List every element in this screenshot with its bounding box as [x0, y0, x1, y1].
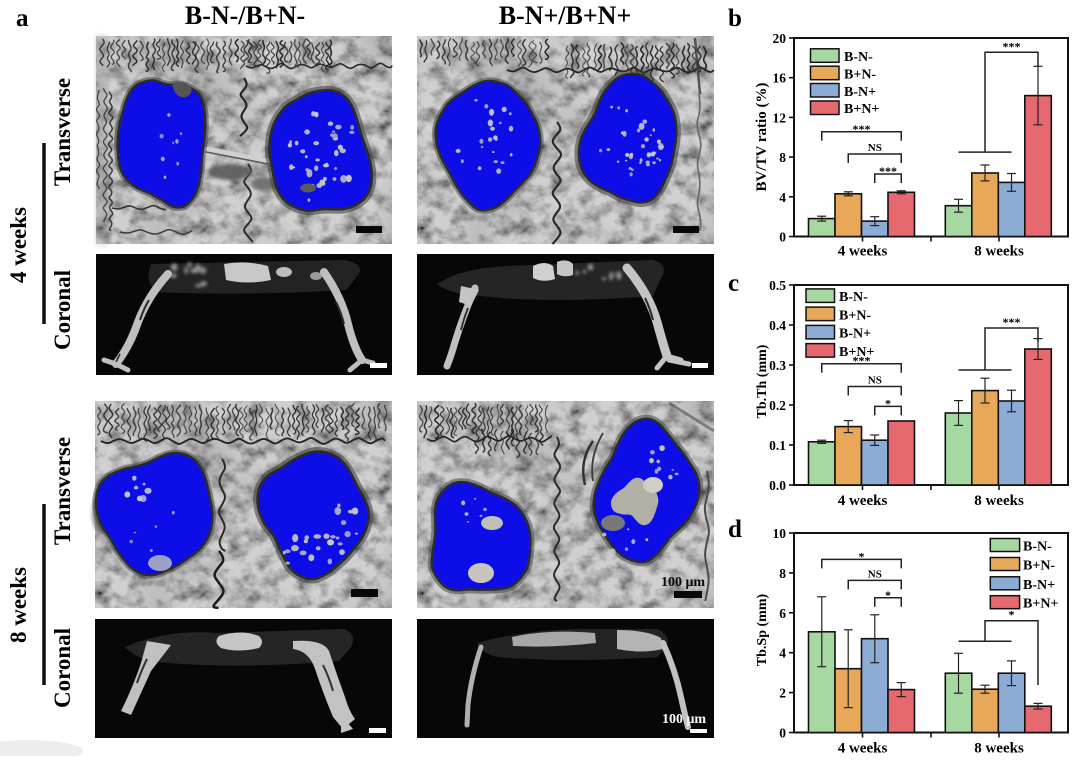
svg-text:0: 0: [779, 726, 786, 741]
svg-text:4 weeks: 4 weeks: [6, 207, 31, 283]
svg-text:4: 4: [779, 190, 786, 205]
svg-text:8 weeks: 8 weeks: [6, 567, 31, 643]
svg-text:2: 2: [779, 686, 786, 701]
svg-text:10: 10: [773, 526, 787, 541]
svg-text:Coronal: Coronal: [50, 270, 75, 350]
svg-text:B-N-: B-N-: [1023, 540, 1052, 555]
svg-text:4 weeks: 4 weeks: [838, 244, 888, 260]
svg-text:NS: NS: [868, 142, 882, 154]
svg-text:NS: NS: [868, 568, 882, 580]
svg-text:0.3: 0.3: [769, 358, 786, 373]
svg-text:8 weeks: 8 weeks: [974, 493, 1024, 509]
svg-text:d: d: [728, 516, 742, 543]
svg-text:B+N-: B+N-: [844, 67, 876, 82]
svg-text:*: *: [885, 588, 891, 602]
svg-text:*: *: [885, 396, 891, 410]
svg-text:4 weeks: 4 weeks: [838, 741, 888, 757]
svg-text:8: 8: [779, 150, 786, 165]
svg-text:***: ***: [853, 354, 871, 368]
svg-text:4 weeks: 4 weeks: [838, 493, 888, 509]
svg-text:100 μm: 100 μm: [662, 712, 706, 727]
svg-text:0: 0: [779, 230, 786, 245]
svg-text:B-N+: B-N+: [1023, 578, 1055, 593]
svg-text:0.1: 0.1: [769, 438, 786, 453]
svg-text:Tb.Sp (mm): Tb.Sp (mm): [755, 593, 770, 666]
svg-text:B+N-: B+N-: [1023, 559, 1055, 574]
svg-text:0.0: 0.0: [769, 478, 786, 493]
svg-text:4: 4: [779, 646, 786, 661]
svg-text:a: a: [16, 5, 29, 32]
svg-text:8 weeks: 8 weeks: [974, 741, 1024, 757]
svg-text:B+N-: B+N-: [839, 308, 871, 323]
svg-text:b: b: [728, 5, 742, 32]
svg-text:*: *: [1009, 608, 1015, 622]
svg-text:B+N+: B+N+: [844, 102, 879, 117]
svg-text:Transverse: Transverse: [50, 437, 75, 545]
svg-text:Coronal: Coronal: [50, 628, 75, 708]
svg-text:***: ***: [853, 122, 871, 136]
svg-text:B-N+/B+N+: B-N+/B+N+: [499, 1, 632, 30]
svg-text:***: ***: [1003, 39, 1021, 53]
svg-text:B-N+: B-N+: [839, 327, 871, 342]
svg-text:8: 8: [779, 566, 786, 581]
svg-text:12: 12: [773, 110, 787, 125]
svg-text:B+N+: B+N+: [1023, 597, 1058, 612]
svg-text:6: 6: [779, 606, 786, 621]
svg-text:0.5: 0.5: [769, 278, 786, 293]
svg-text:20: 20: [773, 31, 787, 46]
svg-text:B-N-: B-N-: [839, 290, 868, 305]
svg-text:0.2: 0.2: [769, 398, 786, 413]
svg-text:Transverse: Transverse: [50, 78, 75, 186]
svg-text:B-N-/B+N-: B-N-/B+N-: [185, 1, 305, 30]
svg-text:NS: NS: [868, 375, 882, 387]
svg-text:16: 16: [773, 71, 787, 86]
svg-text:B+N+: B+N+: [839, 345, 874, 360]
svg-text:100 μm: 100 μm: [661, 575, 705, 590]
svg-text:***: ***: [879, 164, 897, 178]
svg-text:Tb.Th (mm): Tb.Th (mm): [755, 344, 770, 418]
svg-text:0.4: 0.4: [769, 318, 786, 333]
svg-text:*: *: [859, 549, 865, 563]
svg-text:***: ***: [1003, 315, 1021, 329]
svg-text:8 weeks: 8 weeks: [974, 244, 1024, 260]
svg-text:c: c: [728, 270, 739, 297]
svg-text:B-N-: B-N-: [844, 50, 873, 65]
svg-text:B-N+: B-N+: [844, 85, 876, 100]
svg-text:BV/TV ratio (%): BV/TV ratio (%): [754, 83, 770, 192]
